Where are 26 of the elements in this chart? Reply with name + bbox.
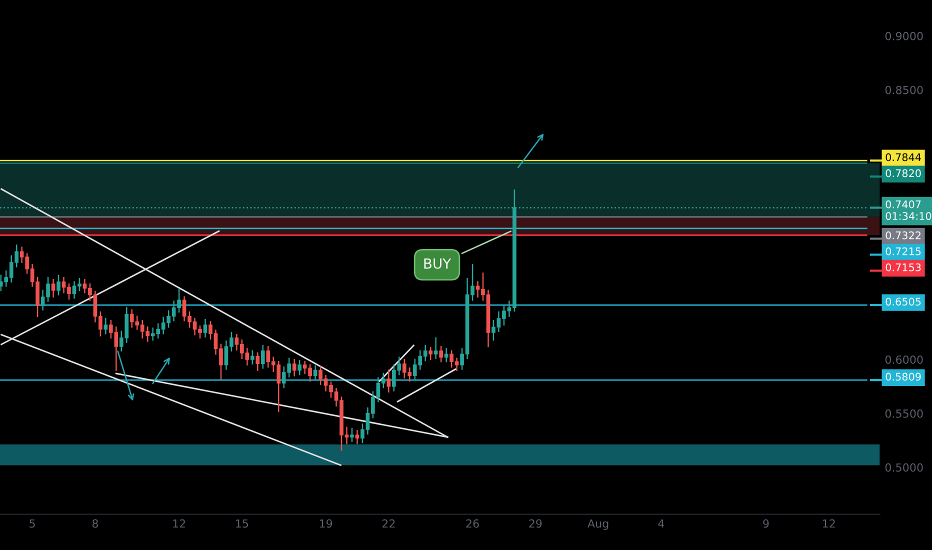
legend-label: 0.7322 bbox=[886, 231, 920, 240]
legend-label: 0.7215 bbox=[886, 247, 921, 256]
legend-label: 0.7820 bbox=[886, 169, 921, 178]
ref-line-label: 0.5809 bbox=[886, 372, 921, 381]
legend-label: 0.7153 bbox=[886, 263, 921, 272]
x-tick-label: 19 bbox=[320, 519, 332, 528]
y-tick-label: 0.9000 bbox=[885, 32, 923, 40]
y-tick-label: 0.5000 bbox=[885, 463, 923, 472]
x-tick-label: 22 bbox=[382, 519, 395, 528]
y-tick-label: 0.8500 bbox=[885, 86, 923, 94]
annotation: BUY bbox=[424, 258, 452, 269]
y-tick-label: 0.6000 bbox=[885, 355, 923, 364]
ref-line-label: 0.6505 bbox=[886, 298, 921, 306]
x-tick-label: Aug bbox=[588, 519, 608, 530]
x-tick-label: 4 bbox=[658, 519, 664, 528]
x-tick-label: 12 bbox=[823, 519, 835, 528]
x-tick-label: 8 bbox=[92, 519, 98, 528]
ref-line-label: 0.7844 bbox=[886, 153, 921, 162]
x-tick-label: 26 bbox=[466, 519, 479, 528]
x-tick-label: 15 bbox=[236, 519, 248, 528]
x-tick-label: 5 bbox=[30, 519, 35, 528]
x-tick-label: 9 bbox=[763, 519, 769, 528]
ref-line-label: 0.7407 01:34:10 bbox=[886, 200, 932, 220]
y-tick-label: 0.5500 bbox=[885, 409, 923, 418]
x-tick-label: 12 bbox=[173, 519, 186, 528]
x-tick-label: 29 bbox=[529, 519, 542, 528]
